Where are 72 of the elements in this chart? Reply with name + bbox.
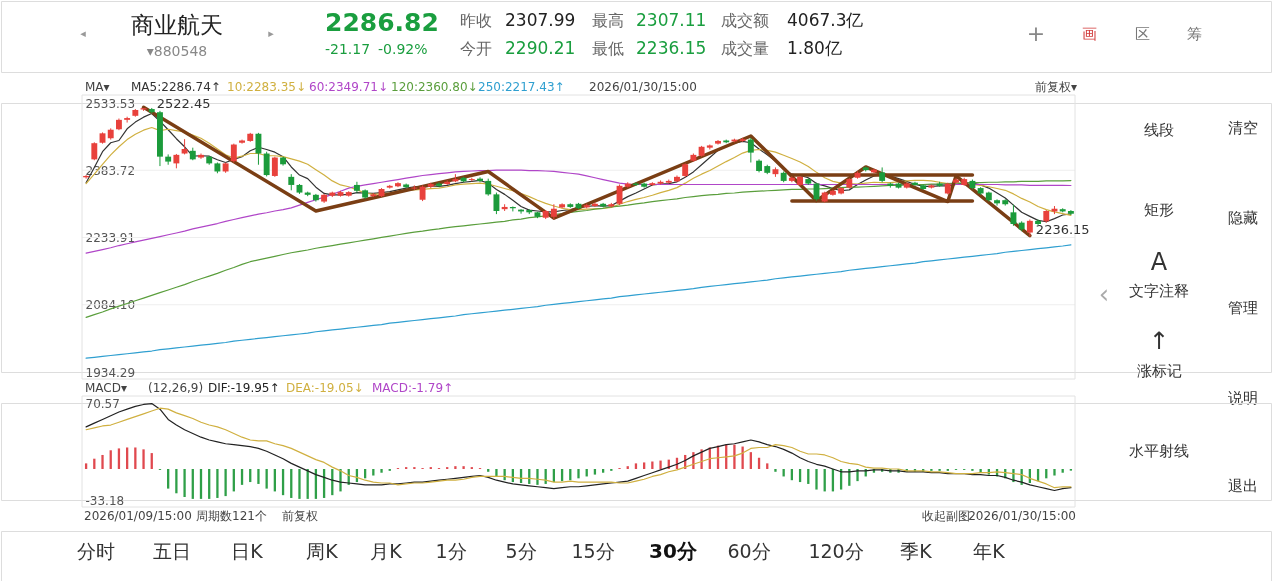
text: 2236.15	[636, 38, 707, 58]
text: -0.92%	[378, 41, 428, 57]
text: ▾880548	[146, 43, 208, 59]
text: 区	[1134, 25, 1150, 43]
text: 2290.21	[505, 38, 576, 58]
text: 30分	[649, 539, 698, 563]
text: 5分	[505, 540, 537, 562]
text: DIF:-19.95↑	[208, 381, 280, 395]
text: 成交额	[721, 11, 769, 30]
text: 管理	[1228, 299, 1258, 317]
text: 最低	[592, 39, 624, 58]
text: 日K	[231, 540, 264, 562]
text: DEA:-19.05↓	[286, 381, 364, 395]
text: 画	[1081, 25, 1097, 43]
y-tick-label: 1934.29	[85, 365, 136, 380]
text: 退出	[1228, 477, 1258, 495]
text: 今开	[460, 39, 492, 58]
text: 10:2283.35↓	[227, 80, 306, 94]
text: 1分	[435, 540, 467, 562]
text: 4067.3亿	[787, 10, 864, 30]
text: -21.17	[325, 41, 371, 57]
text: 收起副图	[922, 509, 970, 523]
text: 筹	[1186, 25, 1202, 43]
text: 水平射线	[1129, 442, 1189, 460]
text: +	[1026, 21, 1046, 46]
y-tick-label: 70.57	[85, 396, 120, 411]
annotation: 2522.45	[156, 95, 211, 111]
text: MA5:2286.74↑	[131, 80, 221, 94]
text: 年K	[973, 540, 1006, 562]
text: 商业航天	[131, 12, 223, 38]
text: 120:2360.80↓	[391, 80, 478, 94]
text: 文字注释	[1129, 282, 1189, 300]
text: 周期数121个	[196, 509, 267, 523]
y-tick-label: 2533.53	[85, 96, 136, 111]
text: 2307.99	[505, 10, 576, 30]
text: 60分	[727, 540, 771, 562]
chart-title: MACD▾	[85, 381, 127, 395]
text: 月K	[370, 540, 403, 562]
y-tick-label: -33.18	[85, 493, 125, 508]
annotation: 2236.15	[1035, 222, 1090, 238]
text: 2286.82	[325, 8, 439, 37]
text: 周K	[306, 540, 339, 562]
chart-title: MA▾	[85, 80, 110, 94]
text: 五日	[153, 540, 191, 562]
text: 120分	[808, 540, 864, 562]
chart-subtitle: (12,26,9)	[148, 381, 204, 395]
text: 60:2349.71↓	[309, 80, 388, 94]
text: 2026/01/30/15:00	[968, 509, 1076, 523]
text: 1.80亿	[787, 38, 842, 58]
text: 2026/01/30/15:00	[589, 80, 697, 94]
text: 涨标记	[1136, 362, 1182, 380]
text: 清空	[1228, 119, 1258, 137]
text: 季K	[900, 540, 933, 562]
text: 2307.11	[636, 10, 707, 30]
text: 250:2217.43↑	[478, 80, 565, 94]
text: 前复权	[282, 509, 318, 523]
text: ↑	[1148, 327, 1170, 355]
text: 矩形	[1144, 201, 1174, 219]
text: 隐藏	[1228, 209, 1258, 227]
text: ‹	[1098, 279, 1110, 309]
text: 前复权▾	[1034, 80, 1077, 94]
text: 最高	[592, 11, 624, 30]
text: 线段	[1144, 121, 1174, 139]
text: 成交量	[721, 39, 769, 58]
text: MACD:-1.79↑	[372, 381, 454, 395]
text: ▸	[268, 27, 275, 40]
text: 分时	[77, 540, 115, 562]
text: 15分	[571, 540, 615, 562]
text: A	[1150, 248, 1168, 276]
text: 2026/01/09/15:00	[84, 509, 192, 523]
text: ◂	[80, 27, 87, 40]
text: 昨收	[460, 11, 492, 30]
